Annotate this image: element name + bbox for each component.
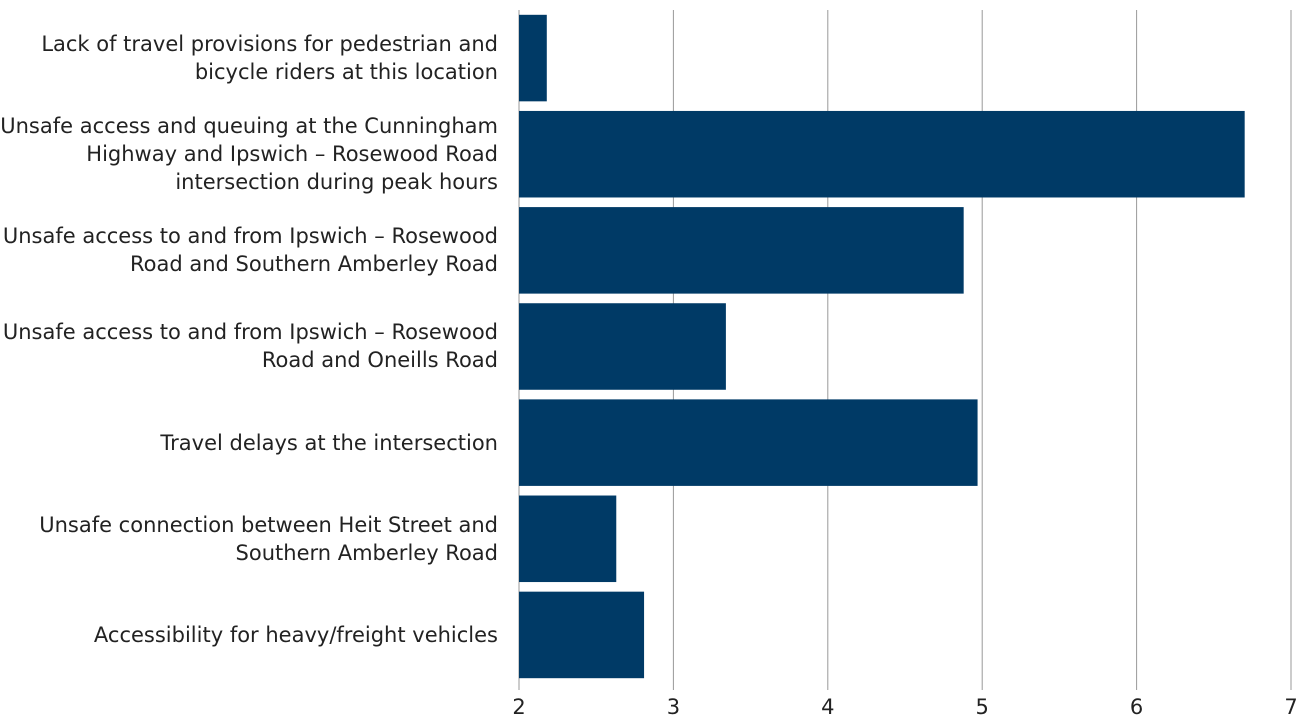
bar bbox=[519, 303, 726, 390]
x-tick-label: 6 bbox=[1130, 695, 1143, 719]
y-tick-label: Unsafe access to and from Ipswich – Rose… bbox=[2, 320, 498, 373]
bar bbox=[519, 495, 617, 583]
x-tick-label: 3 bbox=[667, 695, 680, 719]
bar bbox=[519, 110, 1245, 198]
y-tick-label: Unsafe access to and from Ipswich – Rose… bbox=[2, 224, 498, 277]
bar bbox=[519, 207, 964, 294]
x-tick-label: 2 bbox=[512, 695, 525, 719]
y-tick-label: Accessibility for heavy/freight vehicles bbox=[93, 622, 498, 647]
y-tick-label: Unsafe access and queuing at the Cunning… bbox=[0, 114, 498, 195]
y-tick-label: Unsafe connection between Heit Street an… bbox=[39, 512, 498, 565]
x-tick-label: 7 bbox=[1284, 695, 1296, 719]
x-tick-label: 4 bbox=[821, 695, 834, 719]
y-tick-label: Travel delays at the intersection bbox=[160, 430, 498, 455]
x-tick-label: 5 bbox=[976, 695, 989, 719]
bar bbox=[519, 399, 978, 486]
y-tick-label: Lack of travel provisions for pedestrian… bbox=[41, 32, 498, 85]
bar bbox=[519, 591, 645, 679]
bar bbox=[519, 14, 547, 102]
